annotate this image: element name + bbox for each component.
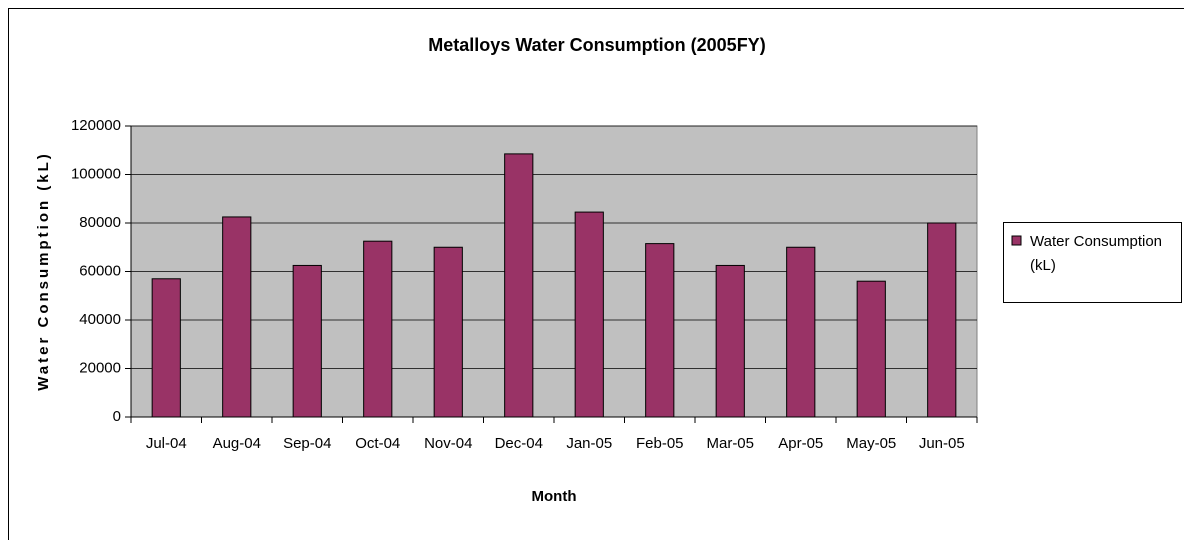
legend-box (1003, 222, 1182, 303)
x-tick-label: Aug-04 (213, 435, 261, 452)
bar (927, 222, 957, 418)
bar (433, 246, 463, 418)
legend-swatch (1011, 235, 1022, 246)
y-axis-label: Water Consumption (kL) (35, 151, 52, 391)
x-tick-label: Jan-05 (566, 435, 612, 452)
y-tick-label: 80000 (79, 214, 121, 231)
x-axis-label: Month (532, 488, 577, 505)
y-tick-label: 60000 (79, 262, 121, 279)
x-tick-label: Jul-04 (146, 435, 187, 452)
y-tick-label: 40000 (79, 311, 121, 328)
bar (574, 211, 604, 418)
x-tick-label: Mar-05 (706, 435, 754, 452)
bar (645, 243, 675, 418)
x-tick-label: Dec-04 (495, 435, 543, 452)
bar (363, 240, 393, 418)
y-tick-label: 120000 (71, 117, 121, 134)
y-tick-label: 20000 (79, 359, 121, 376)
x-tick-label: Jun-05 (919, 435, 965, 452)
x-tick-label: May-05 (846, 435, 896, 452)
bar (504, 153, 534, 418)
bar (715, 264, 745, 418)
bar (856, 280, 886, 418)
bar (222, 216, 252, 418)
bar (151, 278, 181, 418)
x-tick-label: Oct-04 (355, 435, 400, 452)
x-tick-label: Sep-04 (283, 435, 331, 452)
bar (292, 264, 322, 418)
x-tick-label: Apr-05 (778, 435, 823, 452)
legend-label: Water Consumption (kL) (1030, 233, 1162, 274)
y-tick-label: 0 (113, 408, 121, 425)
x-tick-label: Nov-04 (424, 435, 472, 452)
chart-title: Metalloys Water Consumption (2005FY) (428, 35, 765, 55)
x-tick-label: Feb-05 (636, 435, 684, 452)
y-tick-label: 100000 (71, 165, 121, 182)
bar (786, 246, 816, 418)
